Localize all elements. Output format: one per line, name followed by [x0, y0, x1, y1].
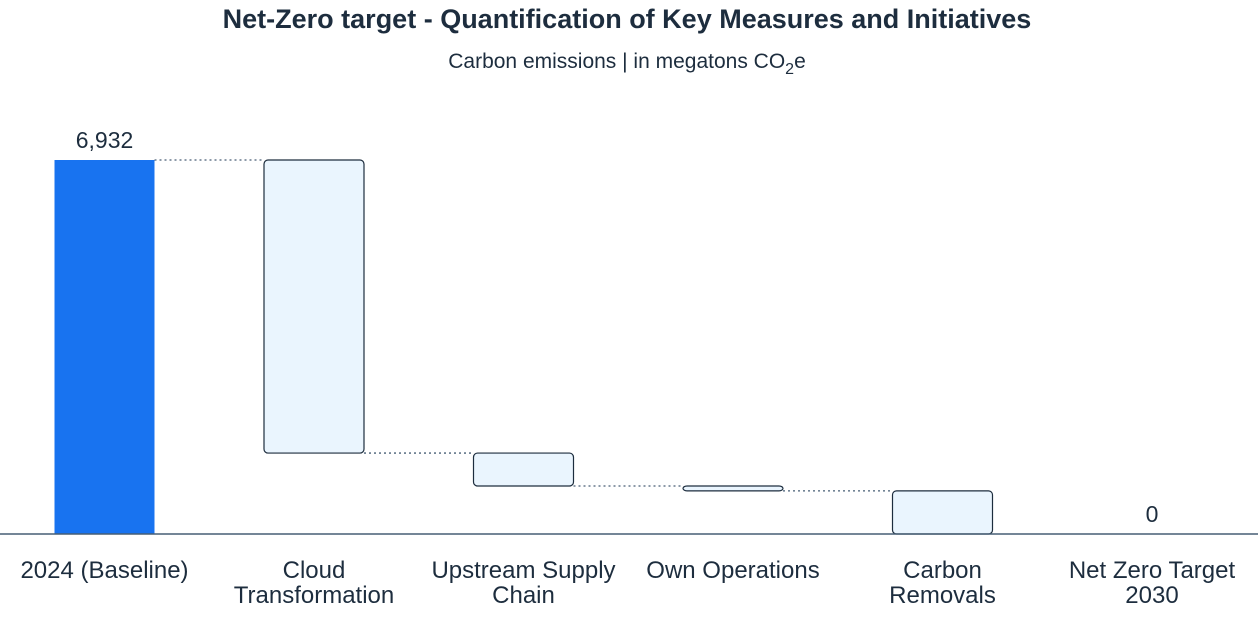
category-label-2: Upstream Supply Chain	[431, 557, 615, 609]
bar-decrease-2	[472, 452, 575, 487]
data-labels-group: 6,932 0	[76, 127, 1159, 527]
category-label-1: Cloud Transformation	[234, 557, 395, 609]
connector-lines	[154, 159, 893, 492]
chart-title: Net-Zero target - Quantification of Key …	[223, 4, 1032, 34]
bar-decrease-1	[263, 159, 365, 454]
subtitle-suffix: e	[794, 50, 806, 73]
subtitle-text: Carbon emissions | in megatons CO	[448, 50, 785, 73]
subtitle-subscript: 2	[785, 61, 794, 78]
category-label-0: 2024 (Baseline)	[20, 557, 188, 584]
bars-group	[54, 159, 994, 535]
data-label-5: 0	[1146, 501, 1159, 527]
category-labels-group: 2024 (Baseline) Cloud Transformation Upstre…	[20, 557, 1235, 609]
chart-subtitle: Carbon emissions | in megatons CO2e	[448, 50, 806, 78]
category-label-5: Net Zero Target 2030	[1069, 557, 1236, 609]
bar-decrease-4	[891, 490, 994, 535]
bar-total-0	[54, 160, 155, 534]
category-label-4: Carbon Removals	[889, 557, 996, 609]
category-label-3: Own Operations	[646, 557, 819, 584]
data-label-0: 6,932	[76, 127, 134, 153]
bar-decrease-3	[682, 485, 784, 492]
